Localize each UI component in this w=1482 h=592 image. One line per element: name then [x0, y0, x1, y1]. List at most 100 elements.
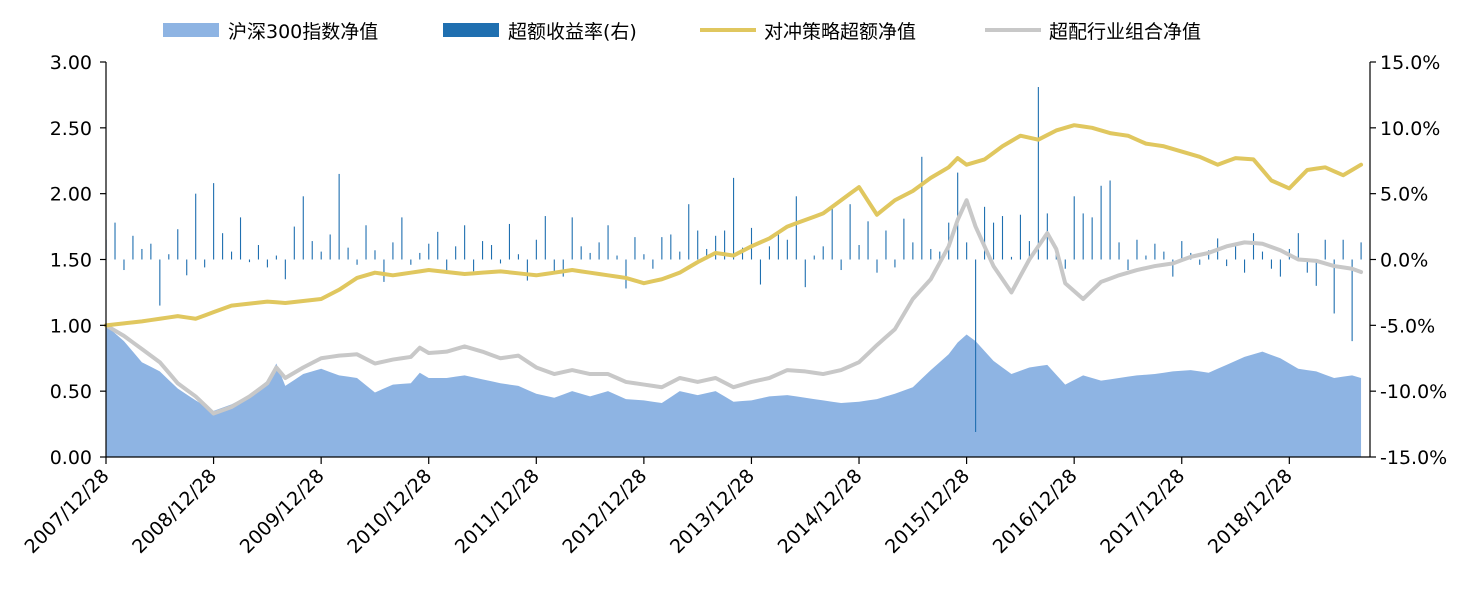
legend-label-excess: 超额收益率(右) — [508, 21, 637, 43]
excess-bar — [347, 247, 349, 260]
excess-bar — [1163, 251, 1165, 260]
excess-bar — [921, 156, 923, 260]
excess-bar — [1172, 259, 1174, 277]
excess-bar — [159, 259, 161, 306]
excess-bar — [768, 246, 770, 260]
excess-bar — [607, 225, 609, 260]
excess-bar — [1252, 233, 1255, 260]
excess-bar — [1019, 214, 1021, 260]
excess-bar — [535, 239, 537, 260]
excess-bar — [1145, 255, 1147, 260]
excess-bar — [508, 223, 510, 260]
excess-bar — [867, 221, 869, 260]
excess-bar — [930, 248, 932, 260]
excess-bar — [437, 231, 439, 260]
excess-bar — [1297, 233, 1299, 260]
excess-bar — [786, 239, 788, 260]
excess-bar — [643, 254, 645, 260]
x-tick-label: 2011/12/28 — [451, 465, 544, 558]
excess-bar — [320, 251, 322, 260]
excess-bar — [625, 259, 627, 289]
y-left-tick-label: 0.00 — [50, 447, 92, 469]
excess-bar — [759, 259, 762, 285]
excess-bar — [195, 193, 197, 260]
excess-bar — [598, 242, 600, 260]
excess-bar — [733, 177, 735, 260]
excess-bar — [831, 208, 833, 260]
excess-bar — [571, 217, 573, 260]
excess-bar — [473, 259, 475, 272]
excess-bar — [517, 254, 519, 260]
excess-bar — [482, 241, 484, 260]
x-tick-label: 2014/12/28 — [774, 465, 867, 558]
excess-bar — [715, 235, 717, 260]
excess-bar — [428, 243, 430, 260]
excess-bar — [750, 227, 753, 260]
excess-bar — [455, 246, 457, 260]
excess-bar — [966, 242, 968, 260]
y-left-tick-label: 2.00 — [50, 184, 92, 206]
excess-bar — [1199, 259, 1201, 265]
excess-bar — [1360, 242, 1362, 260]
excess-bar — [383, 259, 385, 282]
excess-bar — [939, 251, 941, 260]
y-left-tick-label: 2.50 — [50, 118, 92, 140]
x-tick-label: 2015/12/28 — [881, 465, 974, 558]
series-hs300-area — [106, 325, 1362, 457]
excess-bar — [1270, 259, 1272, 269]
excess-bar — [616, 255, 618, 260]
x-tick-label: 2017/12/28 — [1096, 465, 1189, 558]
x-tick-label: 2012/12/28 — [558, 465, 651, 558]
excess-bar — [311, 241, 313, 260]
excess-bar — [374, 250, 376, 260]
excess-bar — [1082, 213, 1084, 260]
series-sector-line — [104, 198, 1364, 416]
excess-bar — [231, 251, 233, 260]
excess-bar — [1306, 259, 1308, 273]
excess-bar — [186, 259, 188, 276]
excess-bar — [1226, 259, 1228, 267]
excess-bar — [813, 255, 815, 260]
excess-bar — [446, 259, 448, 271]
excess-bar — [777, 233, 779, 260]
excess-bar — [1136, 239, 1138, 260]
y-right-tick-label: 15.0% — [1380, 52, 1440, 74]
excess-bar — [1181, 241, 1183, 260]
excess-bar — [464, 225, 466, 260]
series-excess-bars — [105, 87, 1362, 432]
excess-bar — [401, 217, 403, 260]
excess-bar — [392, 242, 394, 260]
excess-bar — [213, 183, 215, 260]
plot-area — [104, 87, 1364, 457]
excess-bar — [804, 259, 806, 288]
excess-bar — [338, 173, 340, 260]
excess-bar — [114, 222, 116, 260]
excess-bar — [589, 252, 591, 260]
excess-bar — [365, 225, 367, 260]
excess-bar — [876, 259, 878, 273]
y-left-tick-label: 1.00 — [50, 315, 92, 337]
excess-bar — [697, 230, 699, 260]
excess-bar — [123, 259, 125, 271]
legend-label-hs300: 沪深300指数净值 — [228, 21, 378, 43]
y-right-tick-label: 10.0% — [1380, 118, 1440, 140]
excess-bar — [795, 196, 797, 260]
excess-bar — [652, 259, 654, 269]
excess-bar — [1028, 241, 1030, 260]
excess-bar — [840, 259, 842, 271]
excess-bar — [1109, 180, 1111, 260]
excess-bar — [275, 255, 277, 260]
excess-bar — [132, 235, 134, 260]
excess-bar — [544, 216, 546, 260]
legend-label-hedge: 对冲策略超额净值 — [764, 21, 916, 43]
legend-swatch-excess — [443, 23, 499, 37]
y-right-tick-label: -15.0% — [1380, 447, 1447, 469]
excess-bar — [975, 259, 977, 432]
excess-bar — [1073, 196, 1075, 260]
excess-bar — [706, 248, 708, 260]
y-right-tick-label: 5.0% — [1380, 184, 1428, 206]
legend: 沪深300指数净值 超额收益率(右) 对冲策略超额净值 超配行业组合净值 — [163, 21, 1201, 43]
excess-bar — [526, 259, 528, 281]
excess-bar — [984, 206, 986, 260]
excess-bar — [490, 245, 493, 260]
